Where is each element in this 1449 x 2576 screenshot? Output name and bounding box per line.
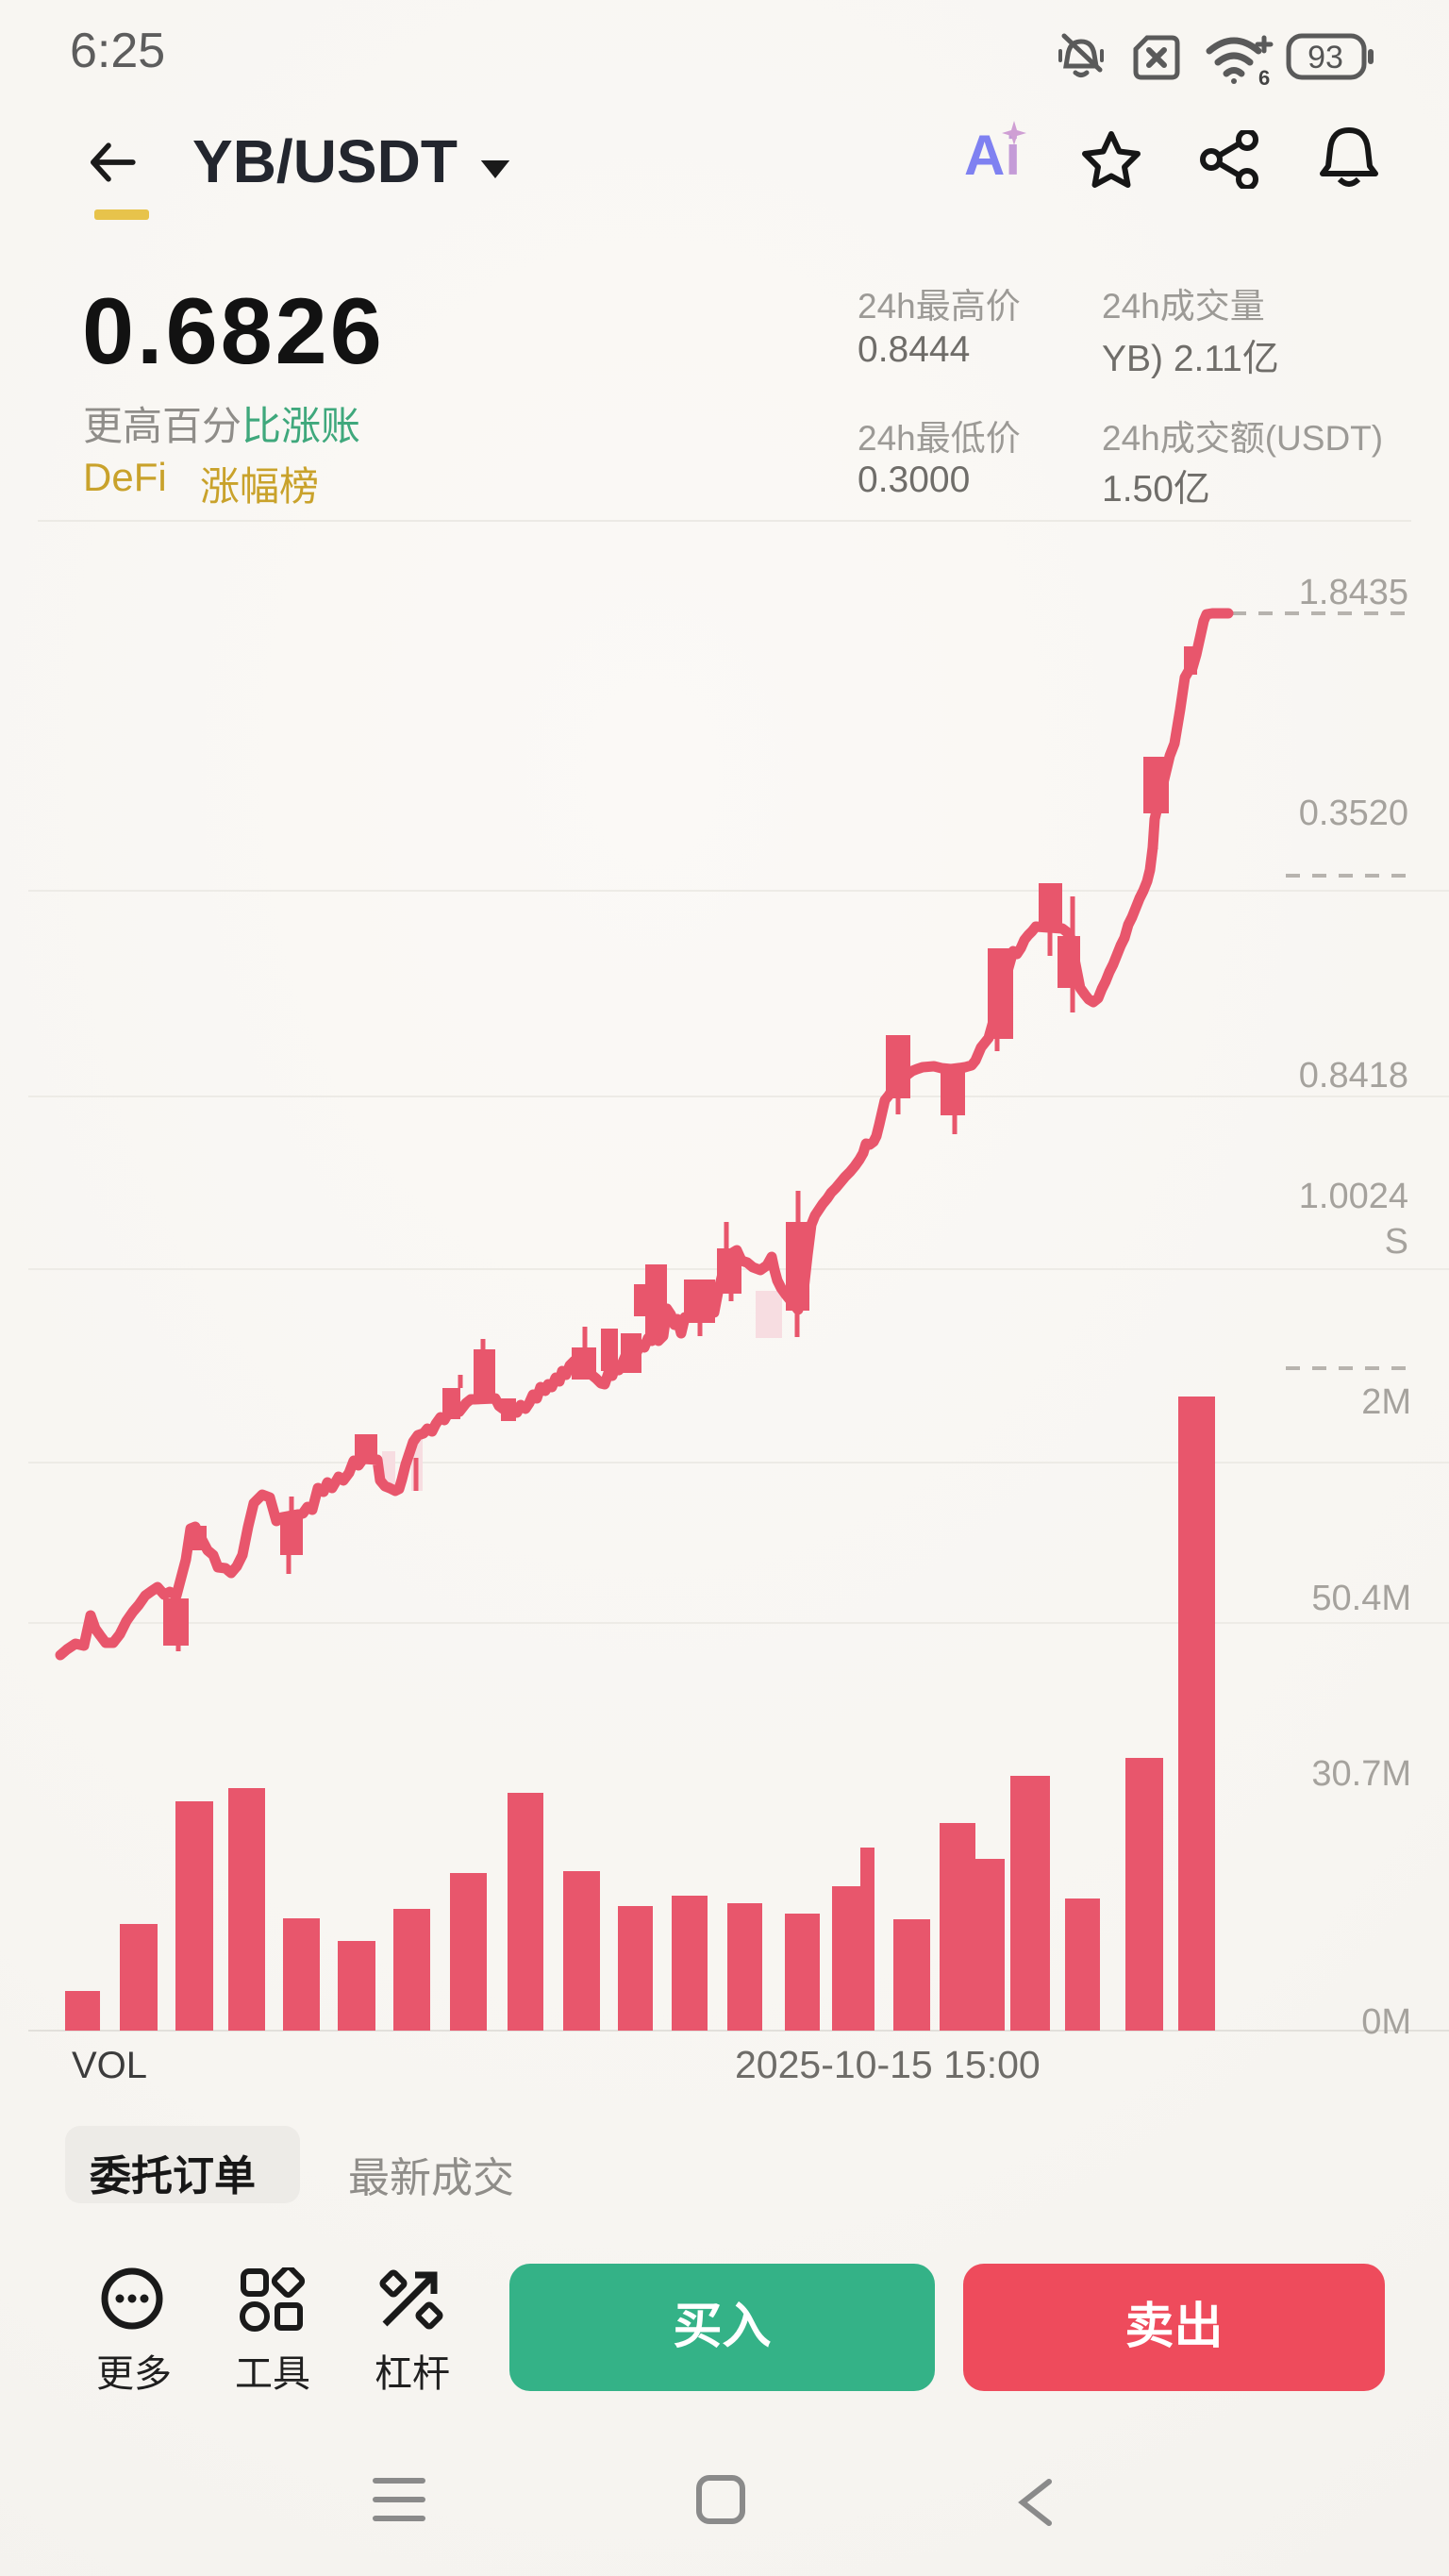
svg-text:1.0024: 1.0024 bbox=[1299, 1177, 1408, 1216]
svg-text:30.7M: 30.7M bbox=[1311, 1754, 1411, 1794]
svg-text:2M: 2M bbox=[1361, 1382, 1411, 1422]
svg-text:VOL: VOL bbox=[72, 2045, 147, 2086]
svg-text:S: S bbox=[1385, 1222, 1408, 1262]
svg-text:2025-10-15 15:00: 2025-10-15 15:00 bbox=[735, 2043, 1041, 2086]
svg-text:0M: 0M bbox=[1361, 2002, 1411, 2042]
svg-text:1.8435: 1.8435 bbox=[1299, 573, 1408, 612]
svg-text:6: 6 bbox=[1258, 66, 1270, 85]
svg-text:50.4M: 50.4M bbox=[1311, 1579, 1411, 1618]
svg-text:0.8418: 0.8418 bbox=[1299, 1056, 1408, 1096]
svg-text:93: 93 bbox=[1307, 40, 1343, 75]
svg-text:0.3520: 0.3520 bbox=[1299, 794, 1408, 833]
